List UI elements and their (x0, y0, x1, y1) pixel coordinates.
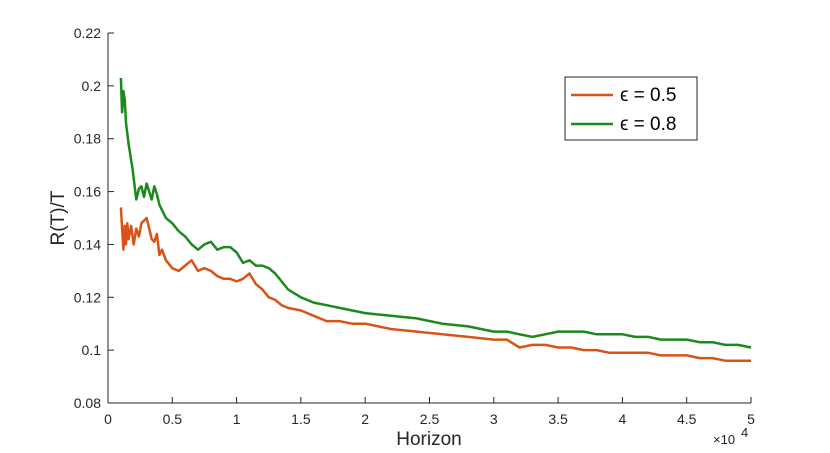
x-tick-label: 1.5 (291, 411, 311, 427)
x-tick-label: 1 (233, 411, 241, 427)
x-ticks: 0 0.5 1 1.5 2 2.5 3 3.5 4 4.5 5 (104, 397, 755, 427)
x-tick-label: 4.5 (677, 411, 697, 427)
x-axis-exponent: ×10 4 (713, 425, 748, 447)
series-line-2 (119, 77, 752, 349)
x-tick-label: 3.5 (548, 411, 568, 427)
x-axis-exponent-base: ×10 (713, 432, 735, 447)
y-tick-label: 0.22 (74, 25, 101, 41)
series-lines (119, 77, 752, 362)
legend-label-series-2: ϵ = 0.8 (620, 114, 676, 135)
x-tick-label: 2.5 (420, 411, 440, 427)
x-axis-title: Horizon (396, 429, 461, 450)
y-tick-label: 0.1 (82, 342, 102, 358)
legend-box (564, 76, 698, 141)
x-tick-label: 0 (104, 411, 112, 427)
x-tick-label: 4 (619, 411, 627, 427)
x-tick-label: 3 (490, 411, 498, 427)
y-axis-title: R(T)/T (48, 190, 69, 245)
y-tick-label: 0.2 (82, 78, 102, 94)
y-tick-label: 0.12 (74, 289, 101, 305)
y-tick-label: 0.14 (74, 236, 101, 252)
legend-label-series-1: ϵ = 0.5 (620, 85, 676, 106)
x-tick-label: 0.5 (163, 411, 183, 427)
y-tick-label: 0.18 (74, 131, 101, 147)
y-ticks: 0.08 0.1 0.12 0.14 0.16 0.18 0.2 0.22 (74, 25, 114, 411)
x-axis-exponent-power: 4 (741, 425, 748, 440)
y-tick-label: 0.08 (74, 395, 101, 411)
series-line-1 (119, 207, 751, 362)
legend: ϵ = 0.5 ϵ = 0.8 (564, 76, 698, 141)
y-tick-label: 0.16 (74, 184, 101, 200)
x-tick-label: 2 (361, 411, 369, 427)
x-tick-label: 5 (747, 411, 755, 427)
